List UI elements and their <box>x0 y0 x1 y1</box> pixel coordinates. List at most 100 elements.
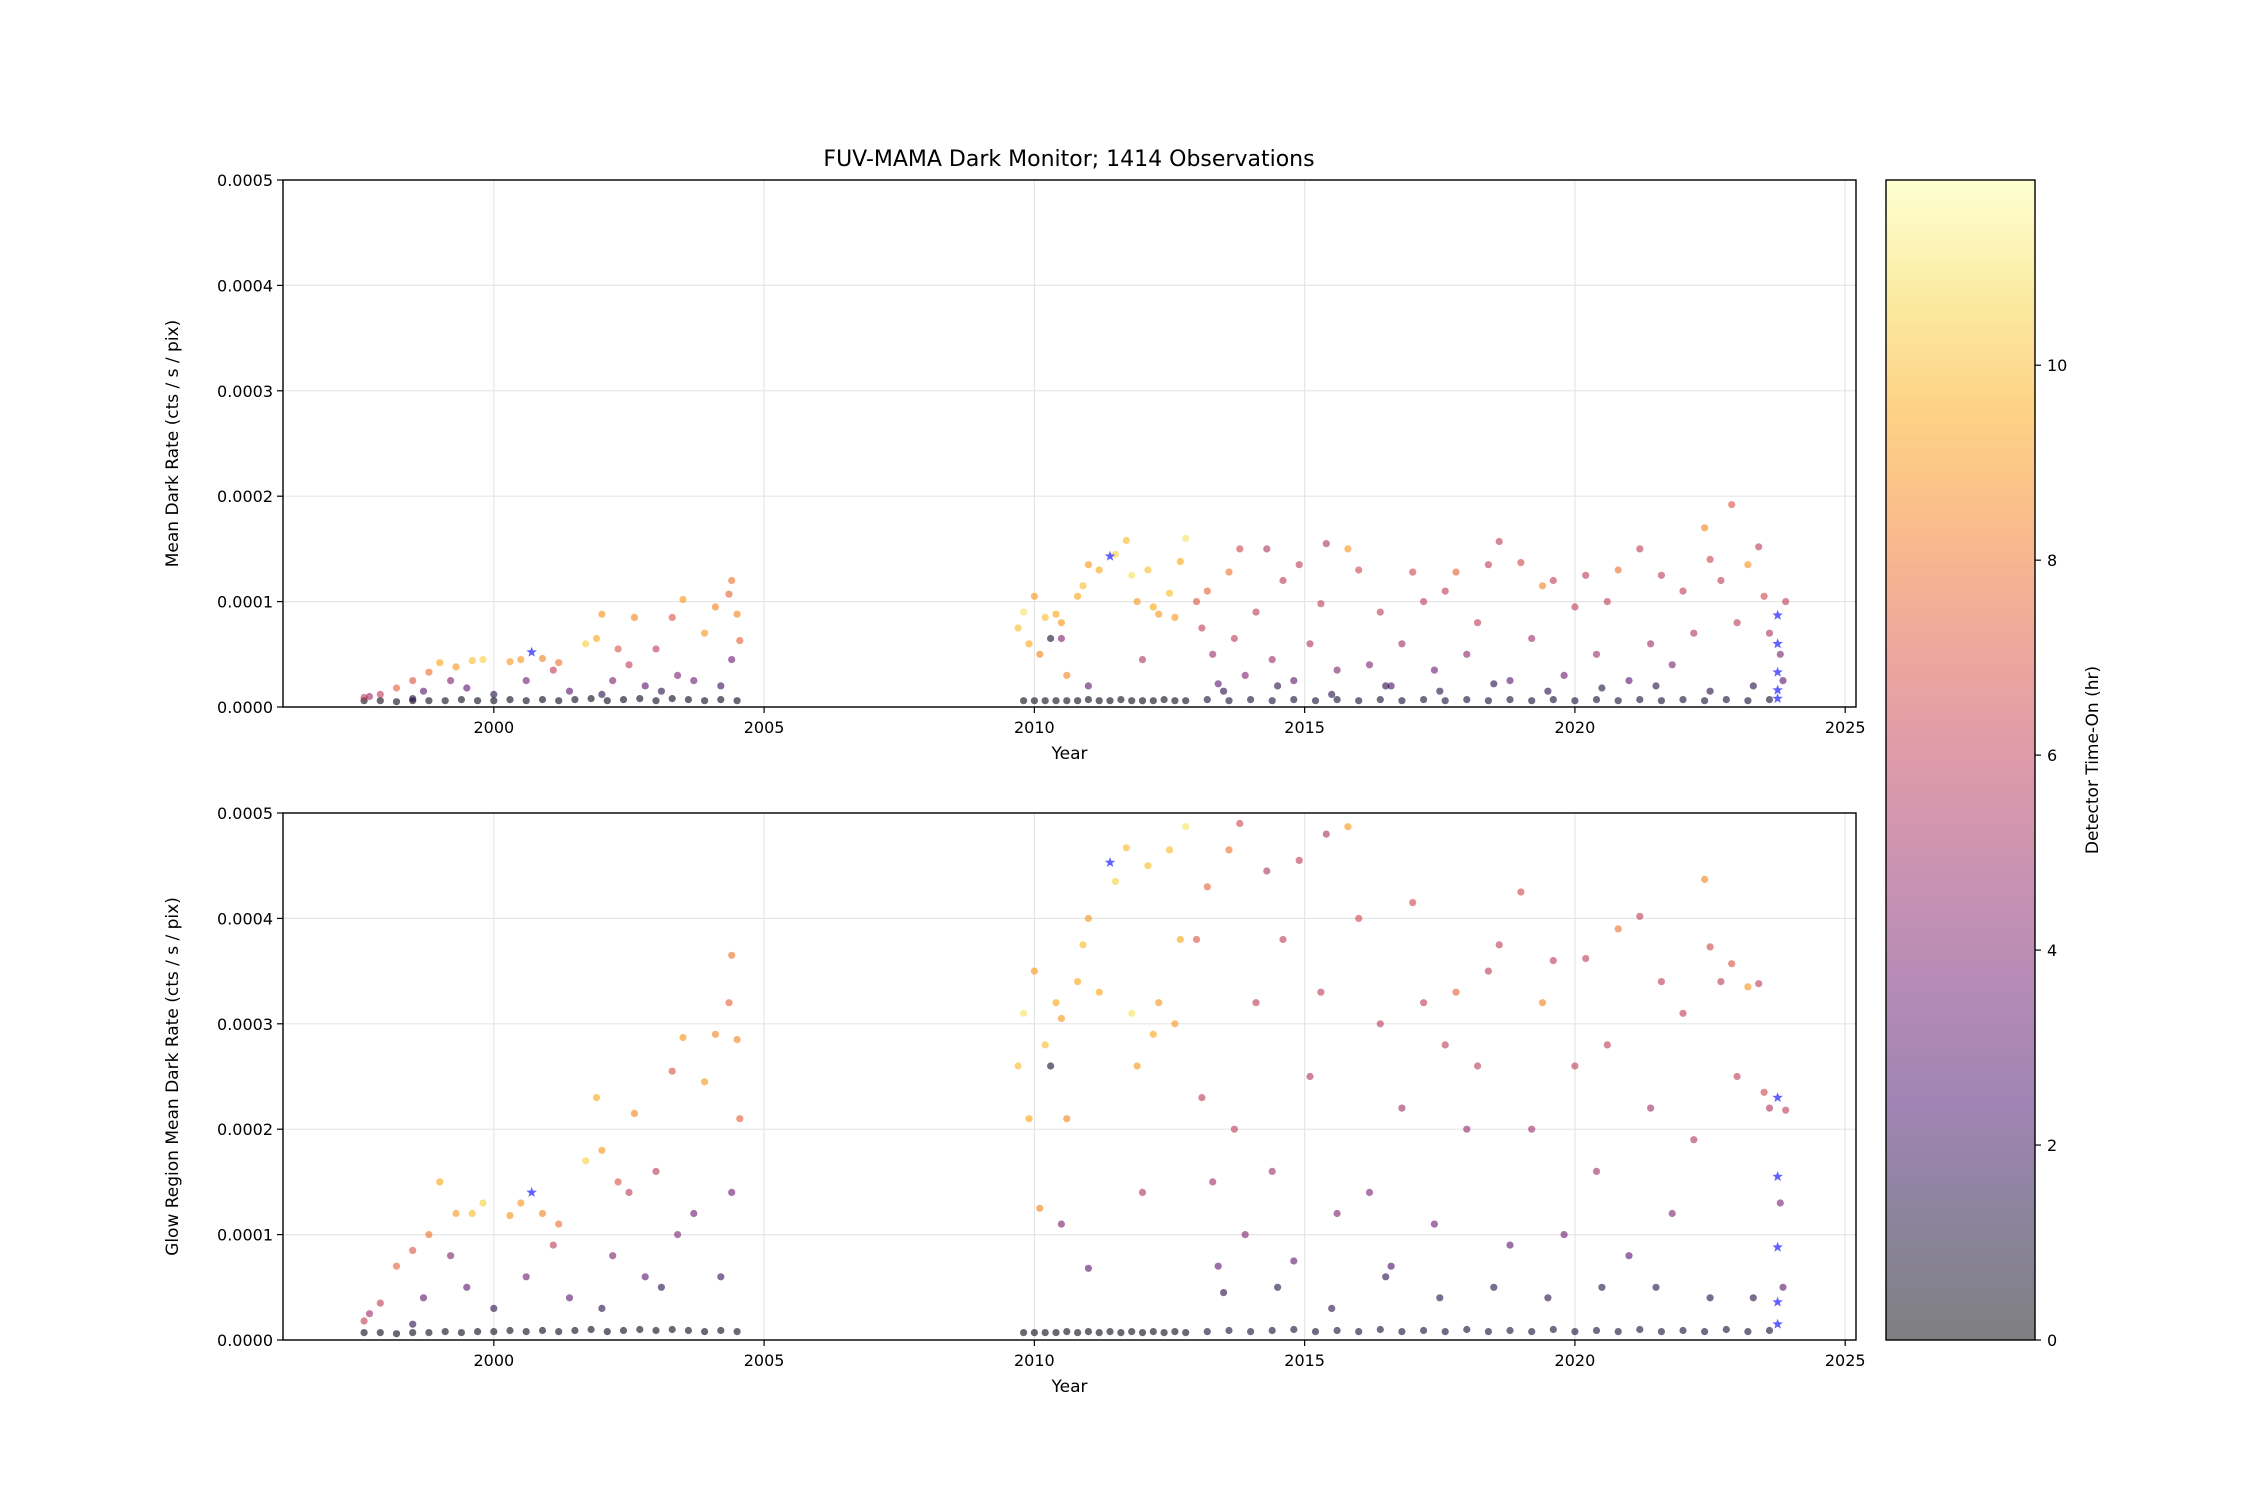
data-point <box>1484 697 1492 705</box>
colorbar-tick-label: 0 <box>2047 1331 2057 1350</box>
data-point <box>1106 1328 1114 1336</box>
data-point <box>365 692 374 701</box>
data-point <box>1155 610 1163 618</box>
data-point <box>1549 696 1557 704</box>
data-point <box>1328 690 1336 699</box>
data-point <box>1160 1329 1168 1337</box>
data-point <box>1544 687 1552 695</box>
data-point <box>1668 661 1676 669</box>
data-point <box>1133 598 1141 606</box>
data-point <box>733 610 741 618</box>
data-point <box>1290 1257 1298 1265</box>
data-point <box>506 1212 514 1220</box>
data-point <box>1744 561 1752 569</box>
data-point <box>1571 1328 1579 1336</box>
data-point <box>419 687 428 695</box>
data-point <box>1263 545 1271 553</box>
data-point <box>1176 557 1184 566</box>
data-point <box>1376 696 1384 704</box>
data-point <box>1701 875 1709 884</box>
data-point <box>1706 1294 1714 1302</box>
data-point <box>452 1209 460 1218</box>
data-point <box>1652 1283 1660 1291</box>
data-point <box>1225 697 1233 705</box>
data-point <box>1495 537 1503 546</box>
star-marker <box>526 1186 537 1197</box>
data-point <box>1614 925 1622 933</box>
data-point <box>1165 589 1174 597</box>
data-point <box>1571 1062 1579 1070</box>
data-point <box>690 677 698 685</box>
data-point <box>582 1157 590 1165</box>
data-point <box>1679 1326 1687 1335</box>
data-point <box>1636 696 1644 704</box>
data-point <box>1376 608 1384 616</box>
colorbar-tick-label: 2 <box>2047 1136 2057 1155</box>
data-point <box>1138 1329 1147 1337</box>
data-point <box>1025 1115 1033 1123</box>
data-point <box>1236 819 1244 828</box>
data-point <box>479 656 487 664</box>
axes-frame <box>282 812 1857 1341</box>
star-marker <box>1772 1296 1783 1307</box>
data-point <box>447 1252 455 1260</box>
colorbar-gradient <box>1886 180 2035 1340</box>
data-point <box>1765 696 1774 704</box>
data-point <box>1779 1283 1787 1291</box>
data-point <box>490 697 498 705</box>
data-point <box>728 576 736 585</box>
data-point <box>1063 671 1071 680</box>
data-point <box>1782 598 1790 606</box>
data-point <box>1728 960 1736 968</box>
data-point <box>1474 619 1482 627</box>
data-point <box>1036 1204 1044 1212</box>
data-point <box>1095 988 1103 996</box>
data-point <box>1138 656 1147 664</box>
data-point <box>1657 978 1665 986</box>
data-point <box>674 1231 682 1239</box>
data-point <box>436 659 444 667</box>
data-point <box>1317 988 1325 996</box>
x-axis-label: Year <box>1051 744 1088 764</box>
data-point <box>614 645 622 653</box>
data-point <box>1333 1209 1341 1218</box>
data-point <box>1636 912 1644 920</box>
data-point <box>1355 697 1363 705</box>
data-point <box>711 603 720 611</box>
data-point <box>1052 999 1060 1007</box>
data-point <box>1230 1125 1238 1133</box>
x-tick-label: 2020 <box>1555 718 1596 737</box>
data-point <box>1463 650 1471 658</box>
data-point <box>1382 682 1390 690</box>
data-point <box>506 1326 514 1335</box>
data-point <box>1755 980 1763 988</box>
data-point <box>1755 543 1763 551</box>
data-point <box>549 666 557 674</box>
data-point <box>522 1273 530 1281</box>
data-point <box>1549 1325 1557 1334</box>
y-tick-label: 0.0003 <box>217 382 273 401</box>
data-point <box>1571 697 1579 705</box>
data-point <box>1733 619 1741 627</box>
data-point <box>1057 1220 1065 1228</box>
colorbar-label: Detector Time-On (hr) <box>2083 666 2103 854</box>
data-point <box>1592 650 1601 658</box>
data-point <box>668 613 676 622</box>
data-point <box>474 697 482 705</box>
data-point <box>1041 1041 1049 1049</box>
data-point <box>1041 1329 1049 1337</box>
data-point <box>409 1329 417 1337</box>
data-point <box>1311 1328 1320 1336</box>
data-point <box>1382 1273 1390 1281</box>
data-point <box>636 1325 644 1334</box>
data-point <box>1268 1326 1276 1335</box>
data-point <box>376 1329 384 1337</box>
data-point <box>1279 935 1287 944</box>
data-point <box>1209 650 1217 658</box>
data-point <box>490 1328 498 1336</box>
data-point <box>1165 846 1174 854</box>
data-point <box>1636 1325 1644 1334</box>
data-point <box>1701 697 1709 705</box>
data-point <box>392 684 401 692</box>
data-point <box>1647 640 1655 648</box>
